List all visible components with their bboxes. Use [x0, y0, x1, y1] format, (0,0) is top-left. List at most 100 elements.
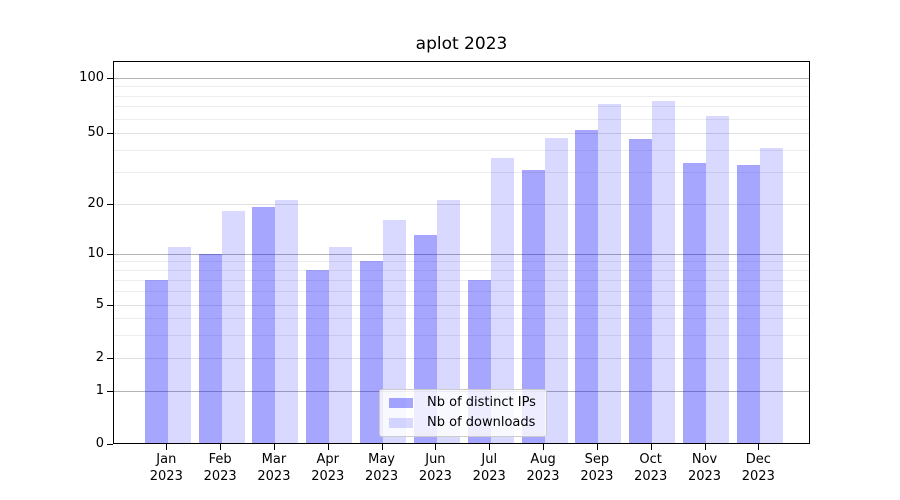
bar-distinct-ips-feb: [198, 253, 222, 444]
gridline-y-9: [113, 261, 810, 263]
y-tick-label-5: 5: [95, 297, 104, 312]
x-tick-label-apr: Apr 2023: [296, 451, 360, 485]
bar-distinct-ips-aug: [521, 169, 545, 444]
x-tick-mark-nov: [704, 444, 706, 450]
legend-label-downloads: Nb of downloads: [427, 415, 536, 430]
bar-downloads-jan: [167, 246, 191, 444]
y-tick-mark-50: [107, 133, 113, 134]
gridline-y-90: [113, 86, 810, 88]
x-tick-label-may: May 2023: [350, 451, 414, 485]
x-tick-month: Sep: [584, 452, 610, 467]
bar-downloads-jun: [436, 199, 460, 444]
y-tick-label-10: 10: [87, 245, 104, 261]
x-tick-month: Jan: [156, 452, 177, 467]
gridline-y-10: [113, 253, 810, 255]
bar-distinct-ips-sep: [575, 129, 599, 444]
x-tick-month: May: [368, 452, 396, 467]
x-tick-mark-jul: [489, 444, 491, 450]
plot-area: [113, 61, 810, 444]
y-tick-mark-0: [107, 444, 113, 445]
gridline-y-2: [113, 358, 810, 359]
gridline-y-5: [113, 305, 810, 306]
legend-swatch-distinct-ips-icon: [389, 398, 413, 408]
bar-distinct-ips-may: [360, 261, 384, 444]
x-tick-year: 2023: [365, 469, 399, 484]
x-tick-mark-oct: [650, 444, 652, 450]
x-tick-month: Jun: [425, 452, 446, 467]
x-tick-year: 2023: [634, 469, 668, 484]
y-tick-mark-2: [107, 358, 113, 359]
gridline-y-100: [113, 78, 810, 79]
gridline-y-60: [113, 118, 810, 120]
x-tick-month: Aug: [530, 452, 556, 467]
x-tick-label-jul: Jul 2023: [457, 451, 521, 485]
gridline-y-8: [113, 270, 810, 272]
bar-downloads-may: [383, 219, 407, 444]
x-tick-label-jun: Jun 2023: [403, 451, 467, 485]
x-tick-label-aug: Aug 2023: [511, 451, 575, 485]
x-tick-year: 2023: [687, 469, 722, 484]
bar-downloads-aug: [544, 137, 568, 444]
x-tick-year: 2023: [203, 469, 237, 484]
y-tick-mark-10: [107, 253, 113, 255]
y-tick-label-100: 100: [79, 70, 104, 85]
x-tick-mark-jun: [435, 444, 437, 450]
bar-distinct-ips-jan: [144, 280, 168, 444]
x-tick-label-sep: Sep 2023: [565, 451, 629, 485]
x-tick-mark-jan: [166, 444, 168, 450]
x-tick-year: 2023: [580, 469, 614, 484]
bar-downloads-sep: [598, 104, 622, 444]
legend-label-distinct-ips: Nb of distinct IPs: [427, 395, 536, 410]
bar-downloads-oct: [652, 100, 676, 444]
y-tick-label-20: 20: [87, 195, 104, 211]
bar-distinct-ips-dec: [736, 164, 760, 444]
legend-entry-distinct-ips: Nb of distinct IPs: [389, 395, 537, 411]
gridline-y-3: [113, 334, 810, 336]
x-tick-mark-sep: [596, 444, 598, 450]
x-tick-mark-may: [381, 444, 383, 450]
bar-downloads-mar: [275, 199, 299, 444]
x-tick-label-feb: Feb 2023: [188, 451, 252, 485]
y-tick-label-50: 50: [87, 125, 104, 140]
x-tick-mark-feb: [220, 444, 222, 450]
gridline-y-7: [113, 280, 810, 281]
chart-title: aplot 2023: [415, 34, 508, 54]
x-tick-mark-aug: [543, 444, 545, 450]
gridline-y-70: [113, 106, 810, 108]
x-tick-mark-dec: [758, 444, 760, 450]
bar-downloads-dec: [759, 148, 783, 444]
x-tick-year: 2023: [741, 469, 775, 484]
y-tick-label-2: 2: [95, 350, 104, 365]
x-tick-year: 2023: [311, 469, 345, 484]
x-tick-month: Mar: [261, 452, 287, 467]
x-tick-label-jan: Jan 2023: [134, 451, 198, 485]
x-tick-mark-mar: [273, 444, 275, 450]
y-tick-label-0: 0: [95, 436, 104, 451]
gridline-y-30: [113, 172, 810, 174]
x-tick-month: Apr: [316, 452, 340, 467]
bar-downloads-apr: [329, 246, 353, 444]
y-tick-mark-20: [107, 203, 113, 205]
x-tick-month: Oct: [639, 452, 662, 467]
gridline-y-20: [113, 203, 810, 205]
bar-downloads-jul: [490, 158, 514, 444]
x-tick-label-mar: Mar 2023: [242, 451, 306, 485]
x-tick-mark-apr: [327, 444, 329, 450]
x-tick-year: 2023: [149, 469, 183, 484]
legend-entry-downloads: Nb of downloads: [389, 415, 537, 431]
bar-distinct-ips-mar: [252, 207, 276, 444]
gridline-y-4: [113, 317, 810, 319]
bar-distinct-ips-nov: [683, 162, 706, 444]
legend: Nb of distinct IPs Nb of downloads: [379, 389, 547, 437]
legend-swatch-downloads-icon: [389, 418, 413, 428]
bar-downloads-feb: [221, 211, 245, 444]
x-tick-month: Dec: [745, 452, 771, 467]
bar-distinct-ips-apr: [306, 270, 330, 444]
x-tick-month: Feb: [208, 452, 232, 467]
gridline-y-40: [113, 150, 810, 152]
x-tick-label-oct: Oct 2023: [619, 451, 683, 485]
gridline-y-6: [113, 291, 810, 293]
x-tick-year: 2023: [418, 469, 452, 484]
gridline-y-80: [113, 95, 810, 97]
